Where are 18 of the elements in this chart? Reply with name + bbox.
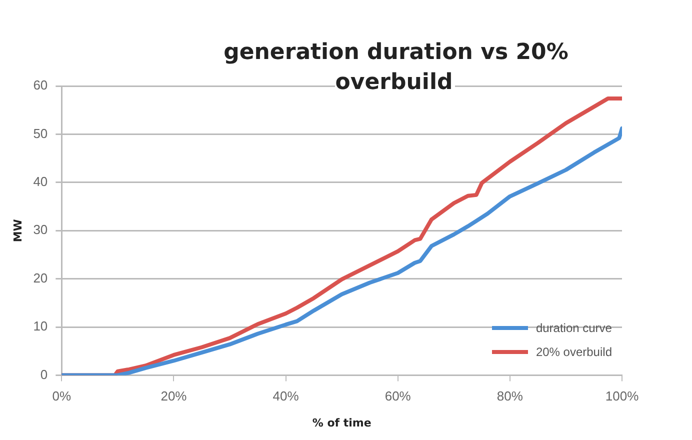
x-tick-label: 60% bbox=[384, 388, 412, 404]
x-tick-label: 20% bbox=[160, 388, 188, 404]
x-tick-label: 100% bbox=[605, 388, 640, 404]
chart-title: generation duration vs 20% overbuild bbox=[222, 40, 568, 95]
y-tick-label: 20 bbox=[33, 270, 48, 286]
y-axis-title: MW bbox=[11, 219, 24, 242]
x-axis-title: % of time bbox=[312, 416, 372, 430]
y-tick-label: 30 bbox=[33, 222, 48, 238]
y-tick-label: 0 bbox=[40, 366, 48, 382]
y-tick-label: 10 bbox=[33, 318, 48, 334]
legend-label: 20% overbuild bbox=[536, 345, 612, 359]
y-tick-label: 50 bbox=[33, 126, 48, 141]
y-tick-label: 40 bbox=[33, 174, 48, 189]
x-tick-label: 0% bbox=[52, 388, 72, 404]
y-tick-label: 60 bbox=[33, 78, 48, 93]
x-tick-label: 80% bbox=[496, 388, 524, 404]
legend-label: duration curve bbox=[536, 321, 612, 335]
x-tick-label: 40% bbox=[272, 388, 300, 404]
